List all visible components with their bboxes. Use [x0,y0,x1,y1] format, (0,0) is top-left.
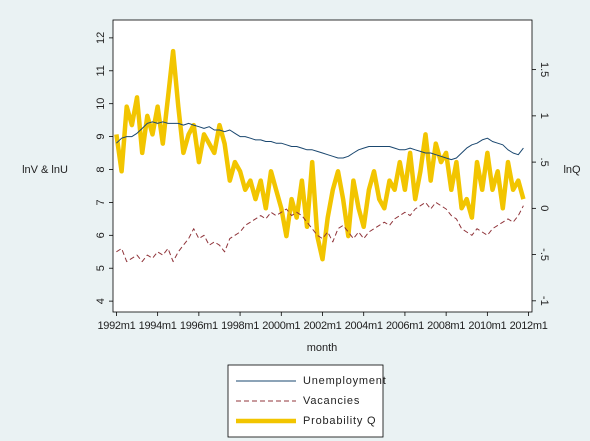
plot-area [112,19,533,313]
y-tick-label: 9 [95,134,107,140]
y2-tick-label: -1 [538,296,550,306]
x-tick-label: 1992m1 [97,320,135,332]
y2-tick-label: .5 [538,158,550,167]
y-axis-title: lnV & lnU [22,164,68,176]
y-tick-label: 11 [95,65,107,76]
series-line [116,201,524,263]
x-tick-label: 2004m1 [345,320,383,332]
y2-tick-label: 1 [538,113,550,119]
y-tick-label: 7 [95,199,107,205]
x-tick-label: 1996m1 [180,320,218,332]
y-tick-label: 6 [95,232,107,238]
series-line [116,121,524,161]
x-axis-title: month [307,342,338,354]
y-tick-label: 10 [95,98,107,110]
x-tick-label: 2006m1 [386,320,424,332]
x-tick-label: 2008m1 [427,320,465,332]
y2-axis-title: lnQ [563,164,581,176]
y2-tick-label: 0 [538,205,550,211]
y2-tick-label: -.5 [538,248,550,261]
x-tick-label: 2010m1 [468,320,506,332]
y-tick-label: 4 [95,298,107,304]
y-tick-label: 12 [95,32,107,44]
y2-tick-label: 1.5 [538,62,550,77]
x-tick-label: 2002m1 [304,320,342,332]
x-tick-label: 2000m1 [262,320,300,332]
x-tick-label: 1998m1 [221,320,259,332]
x-tick-label: 2012m1 [510,320,548,332]
series-line [114,48,526,262]
legend-label: Unemployment [303,375,387,387]
x-tick-label: 1994m1 [139,320,177,332]
y-tick-label: 5 [95,265,107,271]
legend-label: Vacancies [303,395,360,407]
legend-label: Probability Q [303,415,376,427]
y-tick-label: 8 [95,166,107,172]
